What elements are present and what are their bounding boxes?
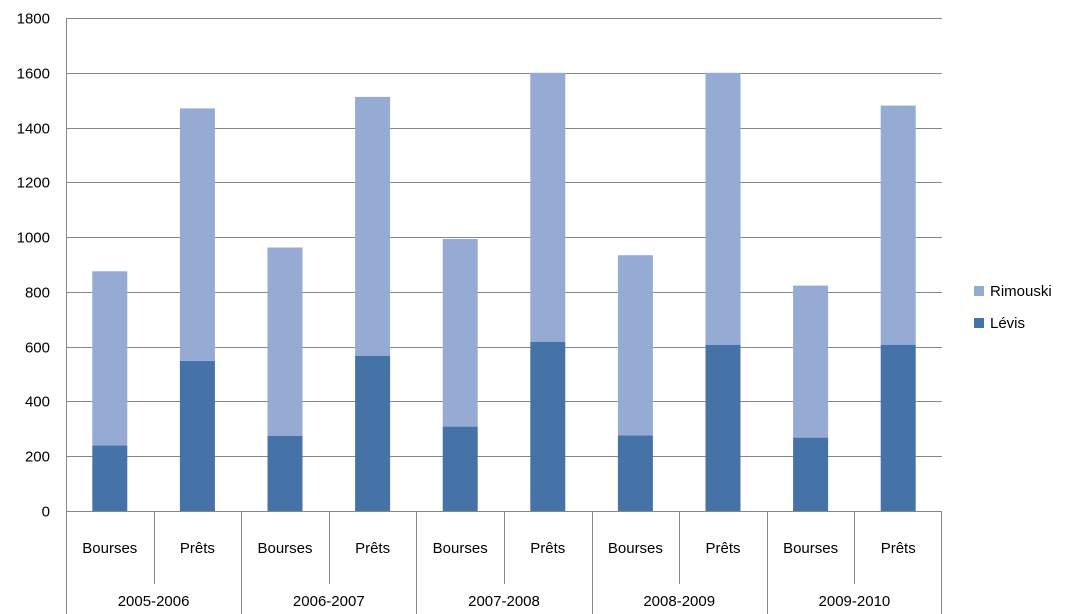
bar-levis-1 <box>179 360 215 511</box>
x-subcategory-label: Bourses <box>783 540 838 557</box>
bar-rimouski-4 <box>442 239 478 427</box>
x-subcategory-label: Bourses <box>257 540 312 557</box>
bar-levis-7 <box>705 344 741 511</box>
legend-item-levis: Lévis <box>974 312 1052 334</box>
x-subcategory-label: Bourses <box>82 540 137 557</box>
legend: Rimouski Lévis <box>974 280 1052 344</box>
bar-levis-3 <box>355 355 391 511</box>
y-tick-label: 1800 <box>17 11 50 28</box>
bar-levis-2 <box>267 435 303 511</box>
x-group-label: 2007-2008 <box>468 593 540 610</box>
x-subcategory-label: Bourses <box>433 540 488 557</box>
legend-swatch-levis <box>974 318 984 328</box>
bar-rimouski-2 <box>267 247 303 436</box>
y-tick-label: 1000 <box>17 230 50 247</box>
bar-rimouski-8 <box>793 285 829 438</box>
y-tick-label: 200 <box>25 449 50 466</box>
x-subcategory-label: Bourses <box>608 540 663 557</box>
bar-rimouski-9 <box>880 105 916 345</box>
x-group-label: 2009-2010 <box>819 593 891 610</box>
legend-item-rimouski: Rimouski <box>974 280 1052 302</box>
bar-levis-5 <box>530 341 566 511</box>
x-subcategory-label: Prêts <box>355 540 390 557</box>
bar-levis-4 <box>442 426 478 511</box>
bar-levis-8 <box>793 437 829 511</box>
y-tick-label: 1400 <box>17 121 50 138</box>
y-tick-label: 800 <box>25 285 50 302</box>
legend-swatch-rimouski <box>974 286 984 296</box>
x-subcategory-label: Prêts <box>530 540 565 557</box>
bar-rimouski-7 <box>705 72 741 345</box>
bar-rimouski-3 <box>355 96 391 356</box>
y-tick-label: 400 <box>25 394 50 411</box>
legend-label-rimouski: Rimouski <box>990 282 1052 300</box>
y-tick-label: 1600 <box>17 66 50 83</box>
x-group-label: 2008-2009 <box>643 593 715 610</box>
bar-rimouski-1 <box>179 108 215 361</box>
y-tick-label: 0 <box>42 504 50 521</box>
bar-rimouski-5 <box>530 72 566 342</box>
legend-label-levis: Lévis <box>990 314 1026 332</box>
bar-levis-9 <box>880 344 916 511</box>
x-axis: Bourses Prêts Bourses Prêts Bourses Prêts Bour… <box>66 18 942 614</box>
bar-levis-6 <box>617 435 653 511</box>
bar-levis-0 <box>92 445 128 511</box>
x-subcategory-label: Prêts <box>180 540 215 557</box>
y-tick-label: 600 <box>25 340 50 357</box>
bar-rimouski-6 <box>617 255 653 436</box>
bar-rimouski-0 <box>92 271 128 446</box>
x-group-label: 2005-2006 <box>118 593 190 610</box>
y-axis-tick-labels: 0 200 400 600 800 1000 1200 1400 1600 1800 <box>17 11 50 521</box>
x-group-label: 2006-2007 <box>293 593 365 610</box>
x-subcategory-label: Prêts <box>881 540 916 557</box>
bars <box>92 72 916 511</box>
y-tick-label: 1200 <box>17 175 50 192</box>
x-subcategory-label: Prêts <box>705 540 740 557</box>
